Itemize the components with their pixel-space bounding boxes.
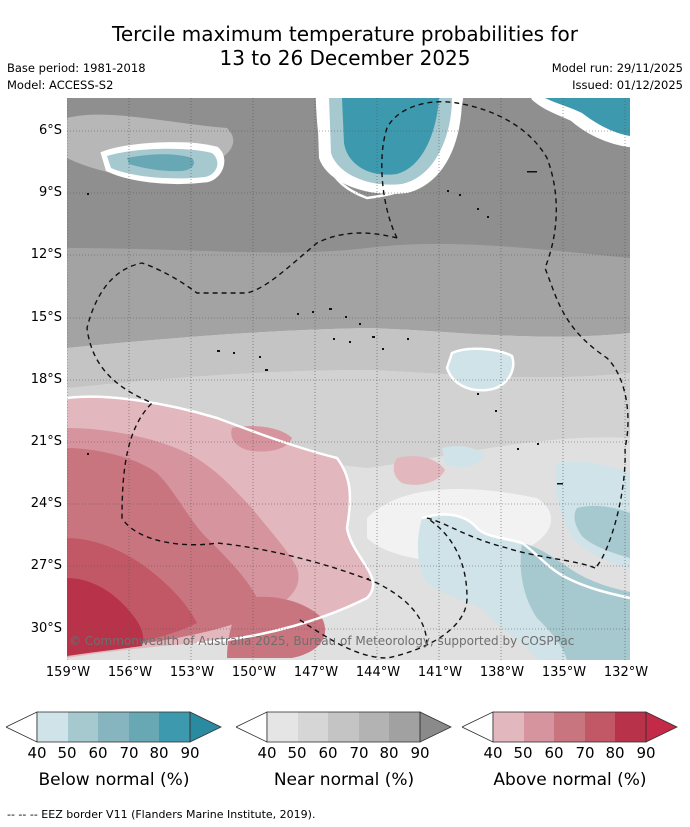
colorbar-below-normal-min: [6, 711, 38, 743]
colorbar-near-normal-swatch-2: [298, 712, 328, 742]
colorbar-near-normal: [236, 711, 452, 743]
white-contours: [67, 98, 630, 645]
tick-label: 80: [605, 744, 625, 762]
colorbar-below-normal-swatch-3: [98, 712, 129, 742]
lat-label: 6°S: [38, 123, 62, 138]
colorbar-below-normal-swatch-1: [37, 712, 68, 742]
lon-label: 156°W: [107, 665, 153, 680]
colorbar-above-normal-min: [462, 711, 494, 743]
meta-left: Base period: 1981-2018 Model: ACCESS-S2: [7, 60, 146, 94]
tick-label: 70: [349, 744, 369, 762]
tick-label: 40: [483, 744, 503, 762]
tick-label: 40: [27, 744, 47, 762]
base-period: Base period: 1981-2018: [7, 61, 146, 75]
above-normal-region: [67, 396, 445, 658]
tick-label: 60: [88, 744, 108, 762]
copyright-note: © Commonwealth of Australia 2025, Bureau…: [69, 634, 575, 648]
tick-label: 50: [513, 744, 533, 762]
colorbar-above-normal-swatch-3: [554, 712, 585, 742]
lat-label: 12°S: [30, 247, 62, 262]
tick-label: 60: [318, 744, 338, 762]
colorbar-below-normal-swatch-2: [68, 712, 98, 742]
tick-label: 50: [57, 744, 77, 762]
tick-label: 50: [287, 744, 307, 762]
colorbar-near-normal-max: [419, 711, 452, 743]
lon-label: 147°W: [293, 665, 339, 680]
colorbar-below-normal: [6, 711, 222, 743]
lat-label: 9°S: [38, 185, 62, 200]
lat-label: 30°S: [30, 621, 62, 636]
tick-label: 90: [410, 744, 430, 762]
colorbar-near-normal-swatch-4: [359, 712, 389, 742]
islands: [87, 171, 563, 580]
map-panel: [67, 98, 630, 660]
colorbar-near-normal-swatch-1: [267, 712, 298, 742]
model-name: Model: ACCESS-S2: [7, 78, 114, 92]
lon-label: 150°W: [231, 665, 277, 680]
colorbar-near-normal-swatch-5: [389, 712, 420, 742]
meta-right: Model run: 29/11/2025 Issued: 01/12/2025: [552, 60, 683, 94]
colorbar-near-normal-title: Near normal (%): [273, 770, 415, 790]
lat-label: 21°S: [30, 434, 62, 449]
lon-label: 144°W: [355, 665, 401, 680]
tick-label: 90: [636, 744, 656, 762]
lon-label: 132°W: [603, 665, 649, 680]
colorbar-above-normal: [462, 711, 678, 743]
tick-label: 40: [257, 744, 277, 762]
colorbar-near-normal-min: [236, 711, 268, 743]
colorbar-below-normal-title: Below normal (%): [38, 770, 190, 790]
colorbar-near-normal-swatch-3: [328, 712, 359, 742]
colorbar-above-normal-swatch-1: [493, 712, 524, 742]
model-run: Model run: 29/11/2025: [551, 61, 683, 75]
tick-label: 70: [575, 744, 595, 762]
title-line-2: 13 to 26 December 2025: [219, 46, 471, 70]
lon-label: 135°W: [541, 665, 587, 680]
map-title: Tercile maximum temperature probabilitie…: [0, 22, 690, 70]
issued-date: Issued: 01/12/2025: [572, 78, 683, 92]
colorbar-above-normal-swatch-5: [615, 712, 646, 742]
lat-label: 27°S: [30, 558, 62, 573]
tick-label: 80: [149, 744, 169, 762]
lon-label: 159°W: [45, 665, 91, 680]
tick-label: 70: [119, 744, 139, 762]
title-line-1: Tercile maximum temperature probabilitie…: [112, 22, 578, 46]
lat-label: 24°S: [30, 496, 62, 511]
eez-borders: [86, 101, 629, 659]
colorbar-below-normal-swatch-5: [159, 712, 190, 742]
tick-label: 90: [180, 744, 200, 762]
tick-label: 80: [379, 744, 399, 762]
lon-label: 138°W: [479, 665, 525, 680]
colorbar-above-normal-title: Above normal (%): [493, 770, 647, 790]
grid-lines: [67, 98, 630, 660]
tick-label: 60: [544, 744, 564, 762]
colorbar-below-normal-max: [189, 711, 222, 743]
lon-label: 153°W: [169, 665, 215, 680]
colorbar-above-normal-swatch-2: [524, 712, 554, 742]
colorbar-above-normal-max: [645, 711, 678, 743]
below-normal-region: [102, 98, 630, 660]
eez-footnote: -- -- -- EEZ border V11 (Flanders Marine…: [7, 808, 316, 821]
lat-label: 15°S: [30, 310, 62, 325]
lat-label: 18°S: [30, 372, 62, 387]
lon-label: 141°W: [417, 665, 463, 680]
colorbar-above-normal-swatch-4: [585, 712, 615, 742]
colorbar-below-normal-swatch-4: [129, 712, 159, 742]
